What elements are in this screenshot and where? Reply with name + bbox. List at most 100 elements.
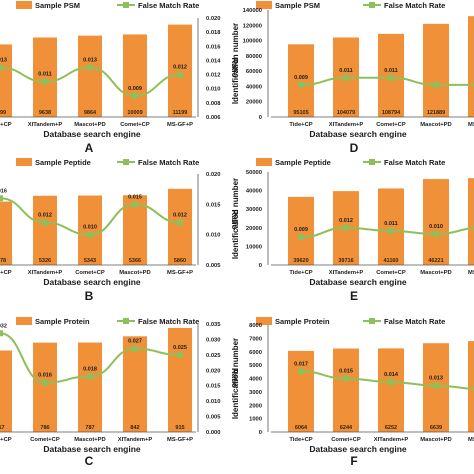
panel-f-ratio-point-1 <box>298 368 304 375</box>
panel-f-x-tick-3: XITandem+P <box>374 437 409 443</box>
panel-c-ratio-point-1 <box>0 330 3 337</box>
panel-a-x-tick-3: Mascot+PD <box>74 122 105 128</box>
panel-b-ratio-label-3: 0.010 <box>83 225 97 231</box>
panel-f-y-tick-2: 1000 <box>249 417 262 423</box>
panel-d-y-tick-7: 120000 <box>243 23 262 29</box>
panel-c-y2-tick-8: 0.035 <box>206 322 221 328</box>
panel-d-ratio-point-2 <box>343 74 349 81</box>
panel-e-x-axis-title: Database search engine <box>309 277 407 287</box>
panel-c-bar-value-label-2: 786 <box>40 425 49 431</box>
panel-e-y-tick-1: 0 <box>259 263 262 269</box>
panel-e-ratio-point-3 <box>388 227 394 234</box>
panel-b-bar-1 <box>0 201 12 265</box>
panel-b-bar-value-label-1: 4878 <box>0 258 6 264</box>
panel-a-x-axis-title: Database search engine <box>43 129 141 139</box>
panel-a-x-tick-4: Comet+CP <box>120 122 150 128</box>
panel-f-x-tick-4: Mascot+PD <box>420 437 451 443</box>
panel-e-ratio-label-1: 0.009 <box>294 227 308 233</box>
panel-e-ratio-label-4: 0.010 <box>429 224 443 230</box>
panel-c-legend-line-label: False Match Rate <box>138 317 199 326</box>
panel-c-y2-axis-label: Ratio <box>230 368 239 388</box>
panel-e-x-tick-1: Tide+CP <box>289 270 312 276</box>
panel-e-legend-bar-label: Sample Peptide <box>275 158 331 167</box>
panel-d-y-tick-4: 60000 <box>246 69 262 75</box>
panel-e-ratio-point-4 <box>433 231 439 237</box>
panel-b-legend-bar-swatch <box>16 158 32 166</box>
panel-b-x-tick-1: Tide+CP <box>0 270 12 276</box>
panel-d-legend-line-marker <box>369 2 375 8</box>
panel-d-x-tick-3: Comet+CP <box>376 122 406 128</box>
panel-c-ratio-label-3: 0.018 <box>83 366 97 372</box>
panel-c-y2-tick-6: 0.025 <box>206 353 221 359</box>
panel-d-x-tick-4: Mascot+PD <box>420 122 451 128</box>
panel-b-x-tick-2: XITandem+P <box>28 270 63 276</box>
panel-a-legend-line-marker <box>123 2 129 8</box>
panel-f-y-tick-9: 8000 <box>249 323 262 329</box>
panel-b-legend-line-label: False Match Rate <box>138 158 199 167</box>
panel-a-legend-line-label: False Match Rate <box>138 1 199 10</box>
panel-a-y2-tick-1: 0.006 <box>206 115 221 121</box>
panel-a-bar-5 <box>168 24 192 118</box>
panel-e-y-tick-3: 20000 <box>246 226 262 232</box>
panel-a-y2-tick-7: 0.018 <box>206 30 221 36</box>
panel-d-bar-value-label-2: 104079 <box>337 110 355 116</box>
panel-f-x-tick-2: Comet+CP <box>331 437 361 443</box>
panel-c-ratio-label-1: 0.032 <box>0 323 7 329</box>
panel-b-x-axis-title: Database search engine <box>43 277 141 287</box>
panel-d-panel-letter: D <box>350 141 359 155</box>
panel-d-bar-value-label-4: 121889 <box>427 110 445 116</box>
panel-c-ratio-label-4: 0.027 <box>128 339 142 345</box>
panel-f-x-tick-1: Tide+CP <box>289 437 312 443</box>
panel-d-bar-value-label-1: 95105 <box>293 110 308 116</box>
panel-f-ratio-label-4: 0.013 <box>429 376 443 382</box>
panel-f-y-tick-3: 2000 <box>249 403 262 409</box>
panel-a-ratio-point-1 <box>0 64 3 71</box>
panel-a-ratio-label-3: 0.013 <box>83 58 97 64</box>
panel-e-ratio-point-1 <box>298 234 304 241</box>
panel-d-y-tick-1: 0 <box>259 115 262 121</box>
panel-b-bar-value-label-4: 5366 <box>129 258 141 264</box>
panel-c-x-tick-5: MS-GF+P <box>167 437 193 443</box>
panel-b-ratio-point-4 <box>132 201 138 208</box>
panel-e-y-tick-2: 10000 <box>246 244 262 250</box>
panel-a-y2-tick-5: 0.014 <box>206 58 221 64</box>
panel-d-x-tick-1: Tide+CP <box>289 122 312 128</box>
panel-e-legend-bar-swatch <box>256 158 272 166</box>
panel-a-y2-tick-4: 0.012 <box>206 73 221 79</box>
panel-c-bar-1 <box>0 350 12 432</box>
panel-e-bar-3 <box>378 188 404 265</box>
panel-d-y-tick-5: 80000 <box>246 54 262 60</box>
panel-a-y2-tick-6: 0.016 <box>206 44 221 50</box>
panel-c-x-tick-1: Tide+CP <box>0 437 12 443</box>
panel-b-legend-bar-label: Sample Peptide <box>35 158 91 167</box>
panel-e-bar-value-label-4: 46221 <box>428 258 443 264</box>
panel-f-legend-bar-label: Sample Protein <box>275 317 330 326</box>
panel-d-bar-1 <box>288 44 314 117</box>
panel-a-y2-tick-8: 0.020 <box>206 16 221 22</box>
panel-d-y-tick-6: 100000 <box>243 39 262 45</box>
panel-b-ratio-label-2: 0.012 <box>38 213 52 219</box>
panel-f-legend-line-marker <box>369 318 375 324</box>
panel-c-ratio-point-3 <box>87 373 93 380</box>
panel-e-legend-line-label: False Match Rate <box>384 158 445 167</box>
panel-b-ratio-label-5: 0.012 <box>173 213 187 219</box>
panel-a-legend-bar-label: Sample PSM <box>35 1 80 10</box>
panel-f-ratio-label-1: 0.017 <box>294 361 308 367</box>
panel-a-y2-axis-label: Ratio <box>230 58 239 78</box>
panel-e-bar-4 <box>423 179 449 265</box>
panel-e-bar-value-label-2: 39716 <box>338 258 353 264</box>
panel-a-ratio-label-2: 0.011 <box>38 72 51 78</box>
panel-c-ratio-point-2 <box>42 379 48 386</box>
panel-f-bar-5 <box>468 341 474 432</box>
panel-b-panel-letter: B <box>85 289 94 303</box>
panel-e-bar-1 <box>288 196 314 265</box>
panel-a-bar-value-label-5: 11199 <box>173 110 188 116</box>
panel-d-y-tick-8: 140000 <box>243 8 262 14</box>
panel-f-panel-letter: F <box>350 454 357 468</box>
panel-b-ratio-point-1 <box>0 195 3 202</box>
panel-a-bar-value-label-3: 9864 <box>84 110 97 116</box>
panel-c-y2-tick-7: 0.030 <box>206 337 221 343</box>
panel-a-ratio-point-5 <box>177 71 183 78</box>
panel-c-bar-value-label-3: 787 <box>85 425 94 431</box>
panel-f-ratio-label-2: 0.015 <box>339 369 353 375</box>
